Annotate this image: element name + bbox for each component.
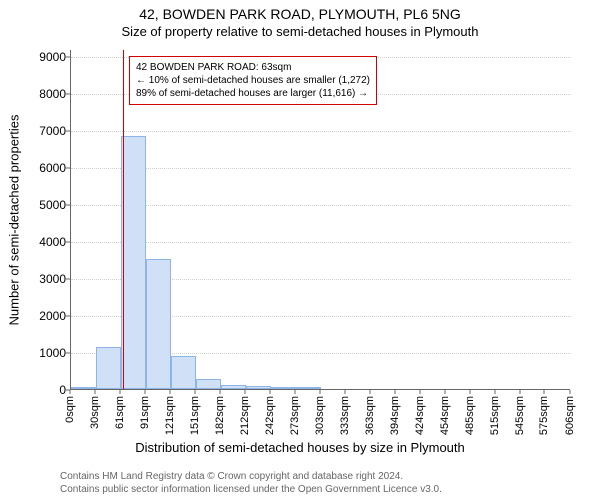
chart-container: 42, BOWDEN PARK ROAD, PLYMOUTH, PL6 5NG … [0, 0, 600, 500]
histogram-bar [146, 259, 171, 389]
y-tick-mark [66, 279, 70, 280]
x-tick-mark [295, 390, 296, 394]
x-tick-label: 424sqm [414, 396, 426, 435]
title-main: 42, BOWDEN PARK ROAD, PLYMOUTH, PL6 5NG [0, 6, 600, 22]
x-tick-mark [220, 390, 221, 394]
y-tick-mark [66, 242, 70, 243]
x-tick-label: 303sqm [314, 396, 326, 435]
x-tick-label: 333sqm [339, 396, 351, 435]
x-tick-mark [194, 390, 195, 394]
y-tick-mark [66, 316, 70, 317]
x-tick-label: 545sqm [514, 396, 526, 435]
x-tick-mark [120, 390, 121, 394]
annotation-line: ← 10% of semi-detached houses are smalle… [136, 74, 370, 87]
y-tick-mark [66, 205, 70, 206]
x-tick-mark [169, 390, 170, 394]
y-tick-label: 0 [20, 383, 66, 397]
x-tick-label: 485sqm [464, 396, 476, 435]
footer-line-2: Contains public sector information licen… [60, 484, 442, 497]
x-tick-mark [419, 390, 420, 394]
x-tick-label: 606sqm [564, 396, 576, 435]
x-tick-mark [244, 390, 245, 394]
x-tick-label: 91sqm [139, 396, 151, 429]
y-axis-label: Number of semi-detached properties [7, 115, 22, 326]
x-tick-mark [544, 390, 545, 394]
x-tick-mark [70, 390, 71, 394]
x-tick-label: 182sqm [214, 396, 226, 435]
x-tick-label: 121sqm [164, 396, 176, 435]
x-tick-mark [145, 390, 146, 394]
x-tick-mark [519, 390, 520, 394]
x-tick-mark [344, 390, 345, 394]
y-tick-label: 6000 [20, 161, 66, 175]
x-tick-label: 212sqm [239, 396, 251, 435]
highlight-line [123, 50, 124, 389]
y-tick-label: 7000 [20, 124, 66, 138]
x-tick-mark [269, 390, 270, 394]
x-tick-mark [395, 390, 396, 394]
x-tick-label: 575sqm [538, 396, 550, 435]
y-tick-label: 8000 [20, 87, 66, 101]
title-sub: Size of property relative to semi-detach… [0, 24, 600, 39]
annotation-box: 42 BOWDEN PARK ROAD: 63sqm← 10% of semi-… [129, 56, 377, 105]
histogram-bar [221, 385, 246, 389]
y-tick-mark [66, 353, 70, 354]
x-tick-label: 151sqm [189, 396, 201, 435]
histogram-bar [96, 347, 122, 390]
y-tick-mark [66, 168, 70, 169]
footer-line-1: Contains HM Land Registry data © Crown c… [60, 471, 442, 484]
plot-area: 42 BOWDEN PARK ROAD: 63sqm← 10% of semi-… [70, 50, 570, 390]
y-tick-mark [66, 57, 70, 58]
x-tick-label: 515sqm [489, 396, 501, 435]
x-tick-mark [470, 390, 471, 394]
y-tick-label: 9000 [20, 50, 66, 64]
histogram-bar [121, 136, 146, 389]
footer: Contains HM Land Registry data © Crown c… [60, 471, 442, 496]
x-tick-label: 242sqm [264, 396, 276, 435]
x-tick-mark [369, 390, 370, 394]
x-tick-mark [570, 390, 571, 394]
histogram-bar [296, 387, 321, 389]
histogram-bar [71, 387, 96, 389]
y-tick-mark [66, 131, 70, 132]
histogram-bar [246, 386, 271, 389]
x-tick-mark [444, 390, 445, 394]
x-tick-label: 30sqm [89, 396, 101, 429]
y-tick-label: 3000 [20, 272, 66, 286]
x-axis-label: Distribution of semi-detached houses by … [0, 440, 600, 455]
histogram-bar [196, 379, 222, 389]
y-tick-label: 4000 [20, 235, 66, 249]
x-tick-label: 394sqm [389, 396, 401, 435]
x-tick-mark [494, 390, 495, 394]
y-tick-mark [66, 94, 70, 95]
histogram-bar [171, 356, 196, 389]
x-tick-label: 454sqm [439, 396, 451, 435]
y-tick-label: 1000 [20, 346, 66, 360]
annotation-line: 42 BOWDEN PARK ROAD: 63sqm [136, 61, 370, 74]
y-tick-label: 2000 [20, 309, 66, 323]
histogram-bar [271, 387, 297, 389]
x-tick-mark [94, 390, 95, 394]
gridline [71, 131, 571, 132]
x-tick-label: 363sqm [364, 396, 376, 435]
x-tick-label: 61sqm [114, 396, 126, 429]
y-tick-label: 5000 [20, 198, 66, 212]
x-tick-mark [320, 390, 321, 394]
annotation-line: 89% of semi-detached houses are larger (… [136, 87, 370, 100]
x-tick-label: 0sqm [64, 396, 76, 423]
x-tick-label: 273sqm [289, 396, 301, 435]
